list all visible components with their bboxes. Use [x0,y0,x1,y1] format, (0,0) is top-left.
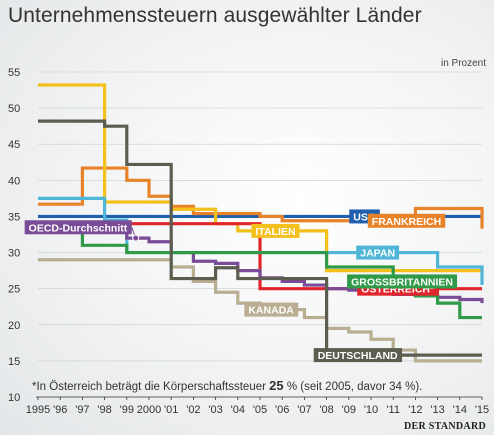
y-tick-label: 25 [8,284,20,296]
footnote: *In Österreich beträgt die Körperschafts… [32,378,422,393]
series-label: GROSSBRITANNIEN [351,276,453,288]
series-label: FRANKREICH [372,216,441,228]
x-tick-label: '10 [364,404,378,416]
x-tick-label: '97 [75,404,89,416]
x-tick-label: '07 [297,404,311,416]
y-tick-label: 55 [8,67,20,79]
x-tick-label: '05 [253,404,267,416]
footnote-suffix: % (seit 2005, davor 34 %). [286,381,423,393]
x-tick-label: '06 [275,404,289,416]
x-tick-label: '04 [231,404,245,416]
y-tick-label: 35 [8,211,20,223]
chart-axes: 10 15 20 25 30 35 40 45 50 55 1995'96 '97 '98 '99 2000… [8,67,489,416]
x-tick-label: '03 [208,404,222,416]
series-label-box [251,223,300,238]
series-label-box [244,302,299,317]
series-label-box [347,274,458,289]
x-tick-label: '13 [430,404,444,416]
x-tick-label: '12 [408,404,422,416]
x-tick-label: '09 [342,404,356,416]
label-marker [132,234,140,242]
series-label: ITALIEN [256,226,296,238]
series-label-box [367,213,446,228]
footnote-text: *In Österreich beträgt die Körperschafts… [32,381,266,393]
y-tick-label: 30 [8,248,20,260]
x-tick-label: '98 [97,404,111,416]
y-tick-label: 15 [8,356,20,368]
x-tick-label: '96 [53,404,67,416]
series-label: KANADA [248,305,294,317]
series-line [38,83,482,273]
x-tick-label: '01 [164,404,178,416]
series-line [38,229,482,320]
y-tick-label: 10 [8,392,20,404]
y-tick-label: 45 [8,139,20,151]
series-label: JAPAN [360,248,395,260]
page-title: Unternehmenssteuern ausgewählter Länder [8,4,422,27]
x-tick-label: '11 [386,404,400,416]
y-tick-label: 40 [8,175,20,187]
x-tick-label: '08 [319,404,333,416]
x-tick-label: '14 [453,404,467,416]
footnote-value: 25 [269,378,284,393]
series-labels: USAFRANKREICHITALIENJAPANÖSTERREICH*OECD… [24,209,458,363]
series-label-box [24,220,132,235]
x-tick-label: 1995 [26,404,50,416]
y-unit-label: in Prozent [440,58,486,69]
y-tick-label: 50 [8,103,20,115]
x-tick-label: '15 [475,404,489,416]
series-label-box [356,245,400,260]
series-label: DEUTSCHLAND [318,350,398,362]
x-tick-label: 2000 [137,404,161,416]
y-tick-label: 20 [8,320,20,332]
source-logo: DER STANDARD [403,421,486,432]
x-tick-label: '02 [186,404,200,416]
series-label-box [313,348,403,363]
x-tick-label: '99 [120,404,134,416]
series-label: OECD-Durchschnitt [29,222,128,234]
